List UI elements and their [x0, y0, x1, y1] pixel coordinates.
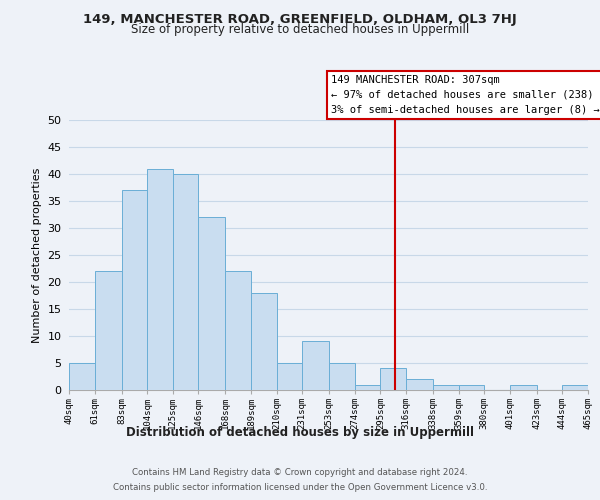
Bar [251, 293, 277, 390]
Bar [69, 363, 95, 390]
Bar [406, 379, 433, 390]
Text: Distribution of detached houses by size in Uppermill: Distribution of detached houses by size … [126, 426, 474, 439]
Text: Size of property relative to detached houses in Uppermill: Size of property relative to detached ho… [131, 22, 469, 36]
Bar [95, 271, 122, 390]
Text: Contains public sector information licensed under the Open Government Licence v3: Contains public sector information licen… [113, 483, 487, 492]
Y-axis label: Number of detached properties: Number of detached properties [32, 168, 41, 342]
Bar [329, 363, 355, 390]
Bar [122, 190, 147, 390]
Bar [562, 384, 588, 390]
Bar [433, 384, 458, 390]
Bar [458, 384, 484, 390]
Bar [147, 168, 173, 390]
Bar [199, 217, 226, 390]
Bar [277, 363, 302, 390]
Bar [226, 271, 251, 390]
Bar [173, 174, 199, 390]
Bar [302, 342, 329, 390]
Bar [380, 368, 406, 390]
Text: 149, MANCHESTER ROAD, GREENFIELD, OLDHAM, OL3 7HJ: 149, MANCHESTER ROAD, GREENFIELD, OLDHAM… [83, 12, 517, 26]
Bar [510, 384, 537, 390]
Bar [355, 384, 380, 390]
Text: Contains HM Land Registry data © Crown copyright and database right 2024.: Contains HM Land Registry data © Crown c… [132, 468, 468, 477]
Text: 149 MANCHESTER ROAD: 307sqm
← 97% of detached houses are smaller (238)
3% of sem: 149 MANCHESTER ROAD: 307sqm ← 97% of det… [331, 75, 600, 114]
